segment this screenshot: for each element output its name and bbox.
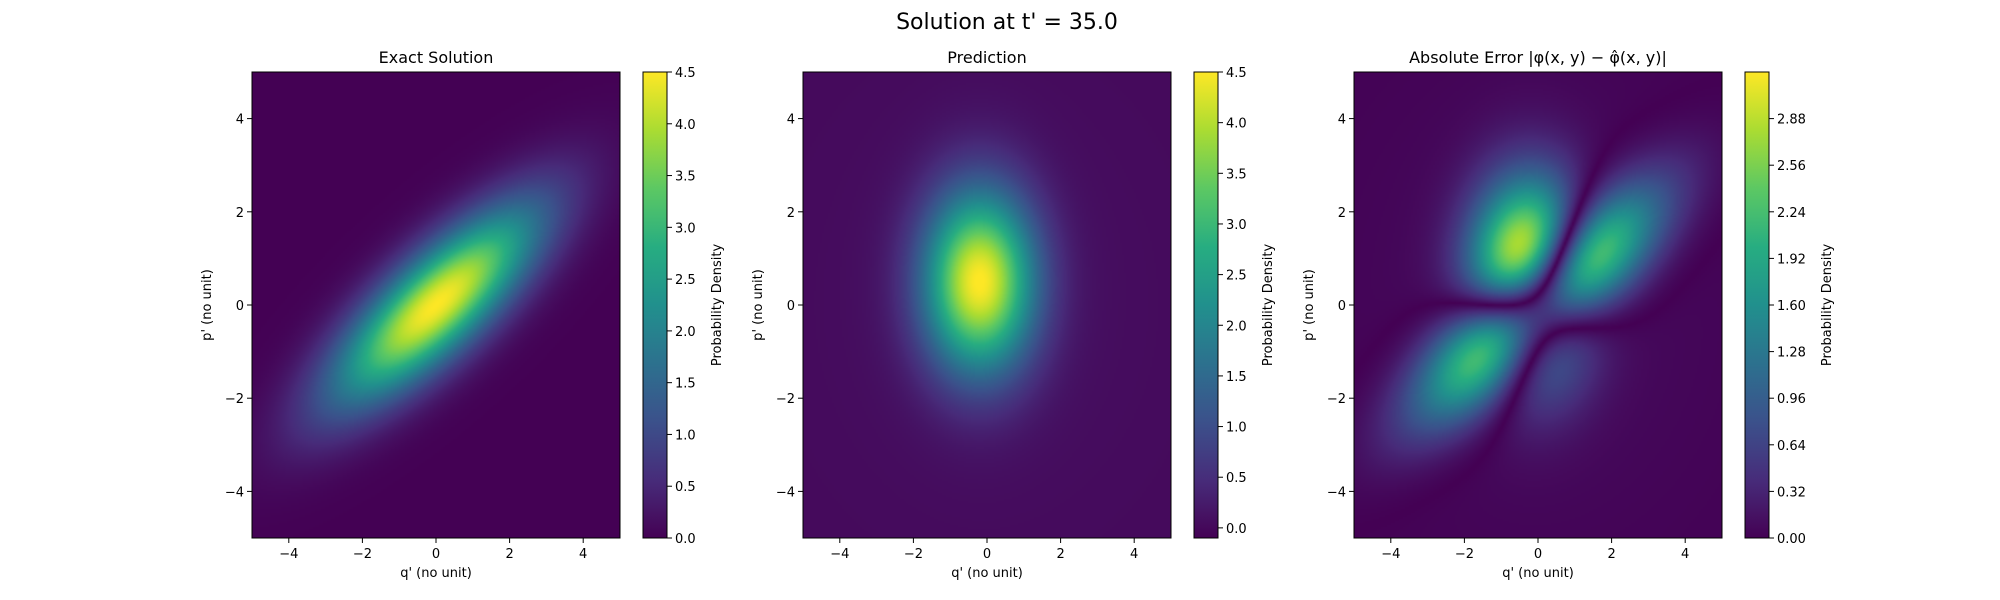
colorbar-tick-label: 0.32 xyxy=(1777,485,1806,500)
colorbar-tick-label: 0.5 xyxy=(675,480,696,495)
x-tick-label: 0 xyxy=(432,547,440,562)
colorbar-label: Probability Density xyxy=(1261,244,1276,367)
panels: Exact Solution −4 −2 0 2 4 −4 −2 0 2 4 q' (no unit)… xyxy=(200,48,1835,581)
x-axis-label: q' (no unit) xyxy=(400,566,472,581)
colorbar-tick-label: 1.0 xyxy=(675,428,696,443)
x-tick-label: 2 xyxy=(1056,547,1064,562)
colorbar-tick-label: 4.0 xyxy=(1226,117,1247,132)
colorbar-tick-label: 0.64 xyxy=(1777,439,1806,454)
colorbar-tick-label: 4.0 xyxy=(675,118,696,133)
y-tick-label: 4 xyxy=(236,113,244,128)
y-axis-label: p' (no unit) xyxy=(200,269,215,341)
y-tick-label: 0 xyxy=(787,299,795,314)
colorbar-label: Probability Density xyxy=(1820,244,1835,367)
y-tick-label: 2 xyxy=(787,206,795,221)
panel-1: Exact Solution −4 −2 0 2 4 −4 −2 0 2 4 q' (no unit)… xyxy=(200,48,725,581)
x-tick-label: 4 xyxy=(1681,547,1689,562)
colorbar-tick-label: 1.5 xyxy=(1226,370,1247,385)
colorbar-tick-label: 2.24 xyxy=(1777,206,1806,221)
x-tick-label: 4 xyxy=(579,547,587,562)
y-tick-label: 2 xyxy=(236,206,244,221)
colorbar-tick-label: 2.5 xyxy=(675,273,696,288)
colorbar xyxy=(643,72,667,538)
x-tick-label: 2 xyxy=(505,547,513,562)
y-tick-label: 0 xyxy=(236,299,244,314)
colorbar-tick-label: 0.0 xyxy=(1226,522,1247,537)
x-tick-label: −4 xyxy=(279,547,298,562)
x-tick-label: −2 xyxy=(1455,547,1474,562)
x-tick-label: −2 xyxy=(904,547,923,562)
colorbar-tick-label: 3.0 xyxy=(1226,218,1247,233)
colorbar-tick-label: 0.0 xyxy=(675,532,696,547)
x-tick-label: 0 xyxy=(983,547,991,562)
y-tick-label: −2 xyxy=(225,392,244,407)
panel-title: Exact Solution xyxy=(379,48,494,67)
y-tick-label: −2 xyxy=(776,392,795,407)
colorbar xyxy=(1745,72,1769,538)
panel-title: Prediction xyxy=(947,48,1026,67)
x-tick-label: −4 xyxy=(1381,547,1400,562)
x-tick-label: 2 xyxy=(1607,547,1615,562)
colorbar-tick-label: 3.5 xyxy=(1226,167,1247,182)
y-tick-label: −2 xyxy=(1327,392,1346,407)
colorbar-tick-label: 1.60 xyxy=(1777,299,1806,314)
colorbar-tick-label: 4.5 xyxy=(675,66,696,81)
panel-2: Prediction −4 −2 0 2 4 −4 −2 0 2 4 q' (no unit) p' (… xyxy=(751,48,1276,581)
colorbar-tick-label: 0.5 xyxy=(1226,471,1247,486)
colorbar-tick-label: 3.5 xyxy=(675,170,696,185)
colorbar-tick-label: 1.28 xyxy=(1777,346,1806,361)
colorbar-tick-label: 2.88 xyxy=(1777,113,1806,128)
colorbar-frame xyxy=(1193,71,1219,539)
heatmap-image xyxy=(1354,72,1722,538)
x-tick-label: −4 xyxy=(830,547,849,562)
colorbar-tick-label: 3.0 xyxy=(675,221,696,236)
heatmap-image xyxy=(252,72,620,538)
panel-title: Absolute Error |φ(x, y) − φ̂(x, y)| xyxy=(1409,48,1667,67)
figure-title: Solution at t' = 35.0 xyxy=(896,10,1118,35)
colorbar-tick-label: 1.0 xyxy=(1226,421,1247,436)
x-tick-label: −2 xyxy=(353,547,372,562)
colorbar xyxy=(1194,72,1218,538)
colorbar-tick-label: 2.5 xyxy=(1226,269,1247,284)
y-tick-label: −4 xyxy=(225,485,244,500)
colorbar-tick-label: 1.92 xyxy=(1777,252,1806,267)
y-axis-label: p' (no unit) xyxy=(1302,269,1317,341)
colorbar-frame xyxy=(642,71,668,539)
heatmap-image xyxy=(803,72,1171,538)
y-tick-label: 4 xyxy=(1338,113,1346,128)
colorbar-tick-label: 2.56 xyxy=(1777,159,1806,174)
x-tick-label: 0 xyxy=(1534,547,1542,562)
colorbar-tick-label: 4.5 xyxy=(1226,66,1247,81)
colorbar-tick-label: 2.0 xyxy=(1226,319,1247,334)
y-tick-label: −4 xyxy=(1327,485,1346,500)
colorbar-tick-label: 0.96 xyxy=(1777,392,1806,407)
y-tick-label: 0 xyxy=(1338,299,1346,314)
colorbar-tick-label: 0.00 xyxy=(1777,532,1806,547)
y-tick-label: 2 xyxy=(1338,206,1346,221)
panel-3: Absolute Error |φ(x, y) − φ̂(x, y)| −4 −2 0… xyxy=(1302,48,1835,581)
y-axis-label: p' (no unit) xyxy=(751,269,766,341)
y-tick-label: 4 xyxy=(787,113,795,128)
x-axis-label: q' (no unit) xyxy=(951,566,1023,581)
x-axis-label: q' (no unit) xyxy=(1502,566,1574,581)
colorbar-label: Probability Density xyxy=(710,244,725,367)
x-tick-label: 4 xyxy=(1130,547,1138,562)
colorbar-tick-label: 1.5 xyxy=(675,377,696,392)
y-tick-label: −4 xyxy=(776,485,795,500)
colorbar-tick-label: 2.0 xyxy=(675,325,696,340)
